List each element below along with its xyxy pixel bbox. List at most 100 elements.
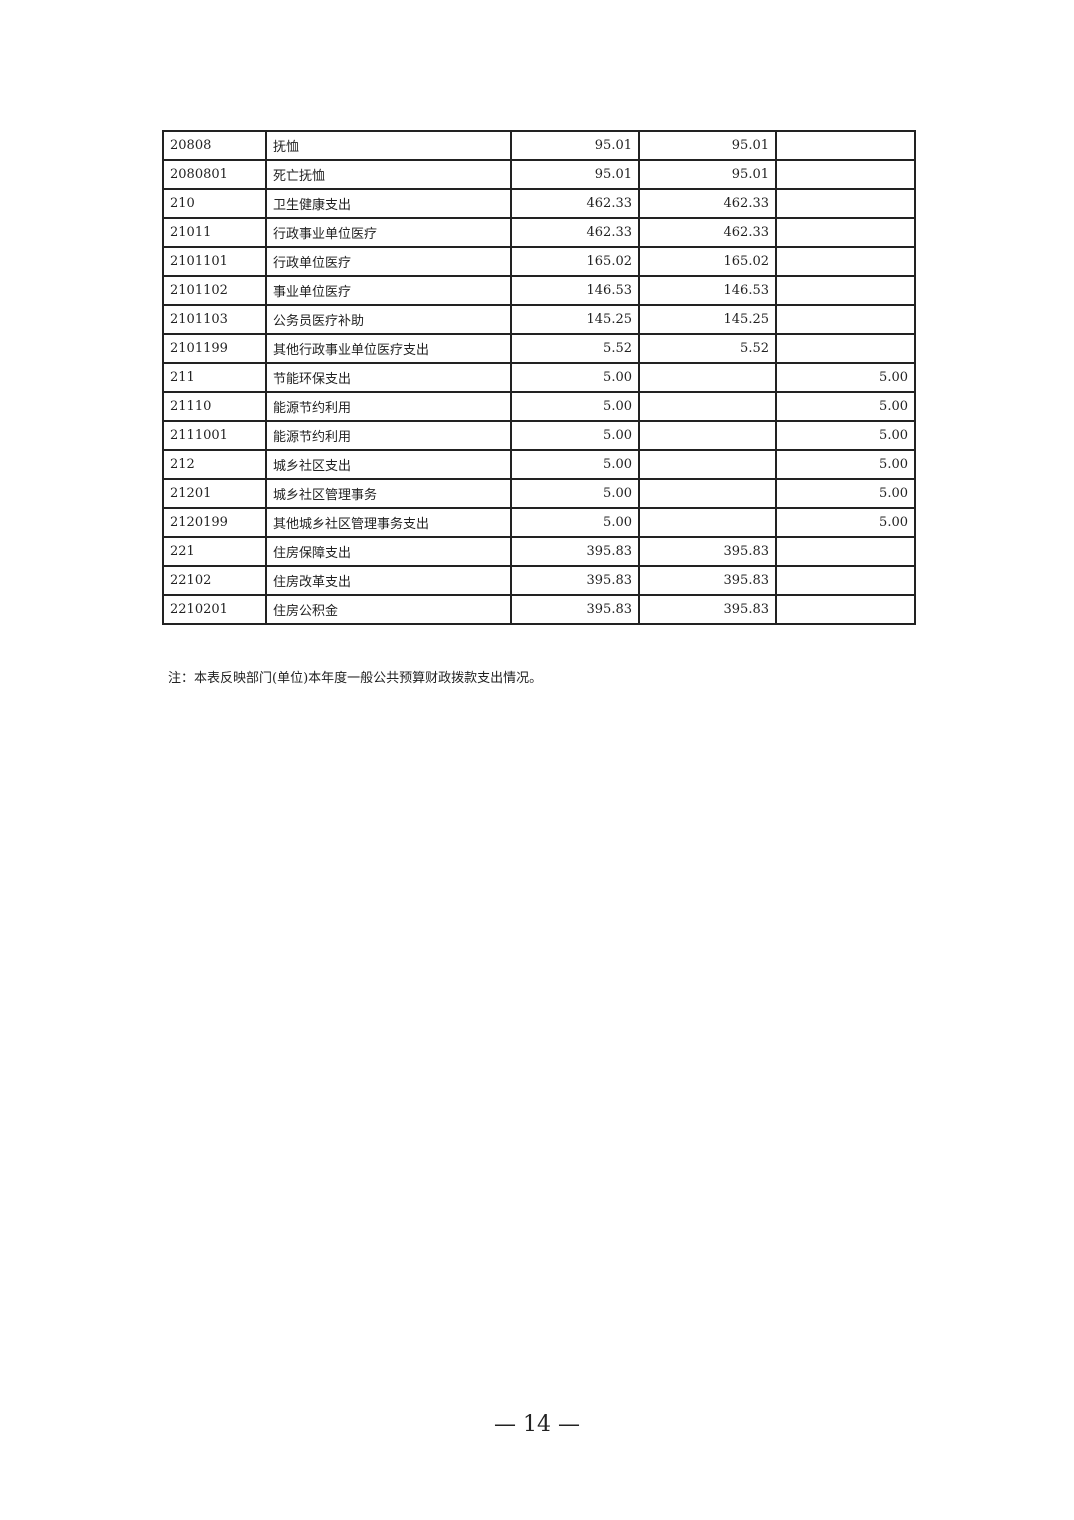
name-cell: 公务员医疗补助 [265,304,512,335]
table-row: 2111001 能源节约利用 5.00 5.00 [162,420,916,451]
code-cell: 21110 [162,391,267,422]
table-row: 21110 能源节约利用 5.00 5.00 [162,391,916,422]
name-cell: 抚恤 [265,130,512,161]
basic-cell: 5.52 [638,333,777,364]
name-cell: 事业单位医疗 [265,275,512,306]
basic-cell: 165.02 [638,246,777,277]
total-cell: 145.25 [510,304,640,335]
code-cell: 212 [162,449,267,480]
expenditure-table: 20808 抚恤 95.01 95.01 2080801 死亡抚恤 95.01 95.01 21… [162,130,916,625]
code-cell: 2210201 [162,594,267,625]
basic-cell [638,478,777,509]
name-cell: 城乡社区管理事务 [265,478,512,509]
project-cell [775,594,916,625]
project-cell [775,333,916,364]
table-row: 2101199 其他行政事业单位医疗支出 5.52 5.52 [162,333,916,364]
total-cell: 5.00 [510,420,640,451]
code-cell: 21201 [162,478,267,509]
project-cell: 5.00 [775,420,916,451]
table-row: 2101101 行政单位医疗 165.02 165.02 [162,246,916,277]
table-row: 2080801 死亡抚恤 95.01 95.01 [162,159,916,190]
total-cell: 5.00 [510,391,640,422]
basic-cell [638,391,777,422]
name-cell: 城乡社区支出 [265,449,512,480]
total-cell: 5.00 [510,362,640,393]
table-row: 20808 抚恤 95.01 95.01 [162,130,916,161]
name-cell: 能源节约利用 [265,420,512,451]
table-row: 2101103 公务员医疗补助 145.25 145.25 [162,304,916,335]
project-cell [775,130,916,161]
table-row: 2101102 事业单位医疗 146.53 146.53 [162,275,916,306]
code-cell: 2101101 [162,246,267,277]
code-cell: 21011 [162,217,267,248]
basic-cell: 395.83 [638,594,777,625]
basic-cell [638,449,777,480]
name-cell: 卫生健康支出 [265,188,512,219]
name-cell: 住房公积金 [265,594,512,625]
project-cell [775,565,916,596]
code-cell: 210 [162,188,267,219]
table-row: 21201 城乡社区管理事务 5.00 5.00 [162,478,916,509]
name-cell: 其他行政事业单位医疗支出 [265,333,512,364]
basic-cell: 145.25 [638,304,777,335]
basic-cell [638,420,777,451]
code-cell: 2101102 [162,275,267,306]
total-cell: 5.00 [510,507,640,538]
code-cell: 22102 [162,565,267,596]
table-row: 211 节能环保支出 5.00 5.00 [162,362,916,393]
table-row: 2120199 其他城乡社区管理事务支出 5.00 5.00 [162,507,916,538]
page-number: — 14 — [494,1412,580,1437]
basic-cell: 395.83 [638,565,777,596]
project-cell [775,159,916,190]
project-cell: 5.00 [775,362,916,393]
table-row: 221 住房保障支出 395.83 395.83 [162,536,916,567]
name-cell: 行政单位医疗 [265,246,512,277]
name-cell: 能源节约利用 [265,391,512,422]
project-cell [775,304,916,335]
basic-cell [638,362,777,393]
total-cell: 5.52 [510,333,640,364]
total-cell: 462.33 [510,188,640,219]
total-cell: 395.83 [510,536,640,567]
total-cell: 5.00 [510,478,640,509]
project-cell [775,536,916,567]
project-cell [775,275,916,306]
name-cell: 其他城乡社区管理事务支出 [265,507,512,538]
project-cell [775,188,916,219]
code-cell: 2101199 [162,333,267,364]
name-cell: 节能环保支出 [265,362,512,393]
project-cell: 5.00 [775,449,916,480]
project-cell: 5.00 [775,507,916,538]
total-cell: 146.53 [510,275,640,306]
table-row: 22102 住房改革支出 395.83 395.83 [162,565,916,596]
basic-cell: 95.01 [638,130,777,161]
basic-cell: 462.33 [638,217,777,248]
basic-cell: 146.53 [638,275,777,306]
total-cell: 5.00 [510,449,640,480]
total-cell: 95.01 [510,130,640,161]
project-cell [775,217,916,248]
total-cell: 395.83 [510,594,640,625]
code-cell: 2080801 [162,159,267,190]
table-row: 21011 行政事业单位医疗 462.33 462.33 [162,217,916,248]
basic-cell: 95.01 [638,159,777,190]
name-cell: 住房改革支出 [265,565,512,596]
total-cell: 462.33 [510,217,640,248]
project-cell: 5.00 [775,391,916,422]
table-row: 212 城乡社区支出 5.00 5.00 [162,449,916,480]
name-cell: 住房保障支出 [265,536,512,567]
total-cell: 165.02 [510,246,640,277]
table-row: 210 卫生健康支出 462.33 462.33 [162,188,916,219]
name-cell: 死亡抚恤 [265,159,512,190]
project-cell: 5.00 [775,478,916,509]
total-cell: 95.01 [510,159,640,190]
table-row: 2210201 住房公积金 395.83 395.83 [162,594,916,625]
code-cell: 211 [162,362,267,393]
code-cell: 2120199 [162,507,267,538]
code-cell: 221 [162,536,267,567]
project-cell [775,246,916,277]
basic-cell: 395.83 [638,536,777,567]
code-cell: 2111001 [162,420,267,451]
code-cell: 2101103 [162,304,267,335]
basic-cell [638,507,777,538]
